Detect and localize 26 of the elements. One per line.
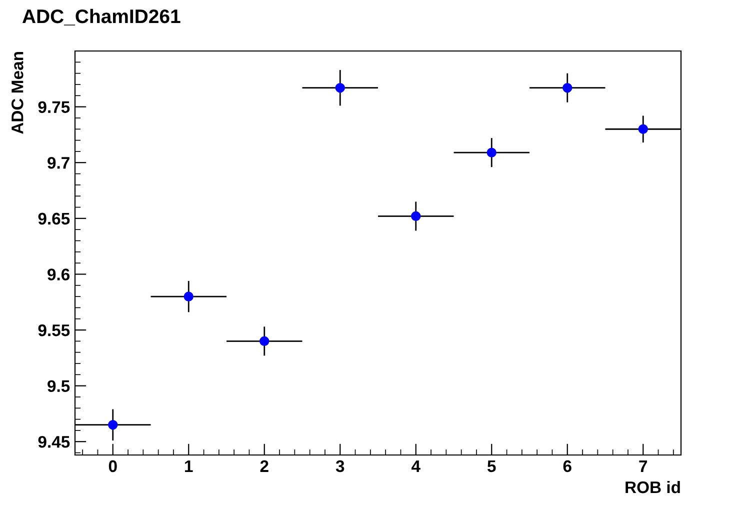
- point: [638, 124, 648, 134]
- point: [411, 211, 421, 222]
- x-tick-label: 1: [185, 460, 193, 472]
- point: [486, 148, 496, 158]
- x-tick-label: 2: [260, 460, 268, 472]
- point: [335, 82, 345, 93]
- x-tick-label: 6: [563, 460, 572, 472]
- y-tick-label: 9.5: [48, 380, 70, 392]
- y-tick-label: 9.6: [48, 268, 70, 280]
- x-axis-title: ROB id: [626, 480, 680, 494]
- x-tick-label: 3: [336, 460, 344, 472]
- x-tick-label: 7: [639, 460, 648, 472]
- y-axis-title: ADC Mean: [11, 52, 24, 134]
- point: [184, 292, 194, 302]
- point: [108, 420, 118, 430]
- y-tick-label: 9.55: [38, 324, 70, 336]
- point: [562, 82, 572, 93]
- y-tick-label: 9.45: [38, 436, 70, 448]
- y-tick-label: 9.65: [38, 212, 70, 225]
- chart-title: ADC_ChamID261: [22, 8, 180, 26]
- y-tick-label: 9.7: [48, 157, 70, 169]
- x-tick-label: 0: [108, 460, 117, 472]
- point: [260, 336, 270, 346]
- x-tick-label: 5: [488, 460, 496, 472]
- y-tick-label: 9.75: [38, 101, 70, 114]
- x-tick-label: 4: [411, 460, 420, 472]
